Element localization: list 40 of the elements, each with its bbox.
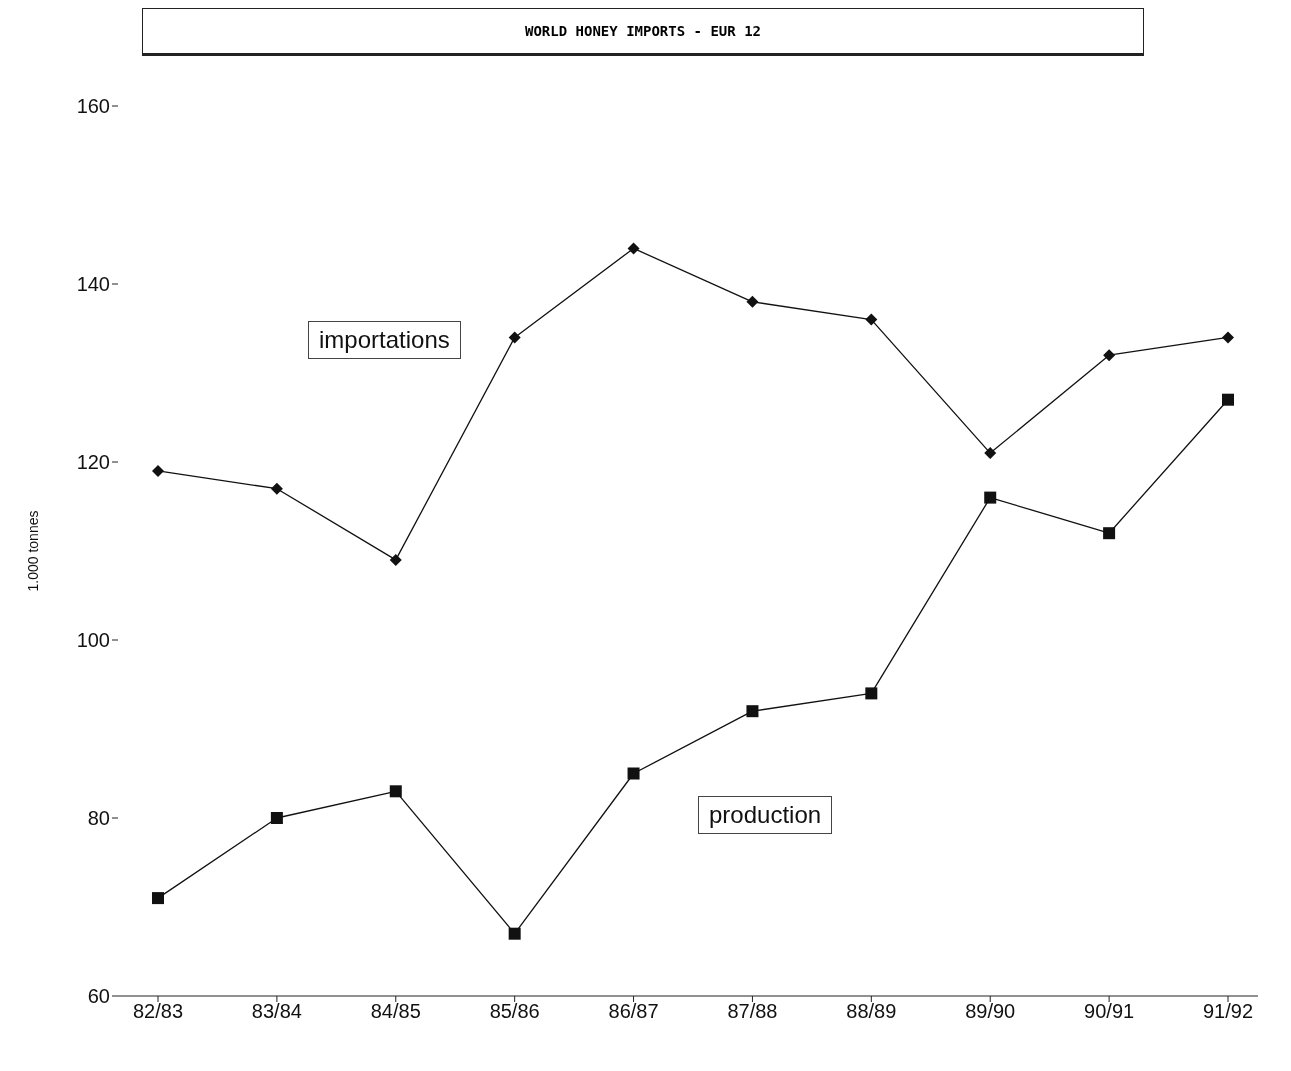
point	[270, 812, 283, 824]
point	[508, 331, 521, 344]
x-tick-label: 84/85	[370, 1000, 421, 1023]
y-tick-label: 60	[87, 985, 110, 1008]
x-tick-label: 85/86	[489, 1000, 540, 1023]
x-tick-label: 82/83	[132, 1000, 184, 1023]
point	[152, 464, 164, 477]
point	[865, 313, 878, 326]
text: importations	[308, 321, 461, 359]
y-tick-label: 140	[76, 273, 110, 296]
y-tick-label: 100	[76, 629, 110, 652]
point	[389, 785, 402, 798]
point	[1222, 331, 1234, 344]
x-tick-label: 83/84	[251, 1000, 302, 1023]
point	[984, 447, 997, 460]
point	[270, 482, 283, 495]
point	[746, 295, 759, 308]
y-tick-label: 120	[76, 451, 110, 474]
x-tick-label: 89/90	[965, 1000, 1016, 1023]
x-tick-label: 90/91	[1084, 1000, 1135, 1023]
text: production	[698, 796, 833, 834]
point	[152, 892, 164, 905]
x-tick-label: 91/92	[1202, 1000, 1254, 1023]
point	[1103, 349, 1116, 362]
point	[1103, 527, 1116, 540]
point	[508, 927, 521, 940]
point	[746, 705, 759, 718]
x-tick-label: 87/88	[727, 1000, 778, 1023]
point	[627, 767, 640, 780]
y-tick-label: 80	[87, 807, 110, 830]
x-tick-label: 88/89	[846, 1000, 897, 1023]
point	[984, 491, 997, 504]
point	[1222, 393, 1234, 406]
y-tick-label: 160	[76, 95, 110, 118]
point	[389, 553, 402, 566]
y-axis-title: 1.000 tonnes	[24, 510, 41, 592]
point	[865, 687, 878, 700]
point	[627, 242, 640, 255]
chart-title: WORLD HONEY IMPORTS - EUR 12	[142, 8, 1144, 56]
x-tick-label: 86/87	[608, 1000, 659, 1023]
